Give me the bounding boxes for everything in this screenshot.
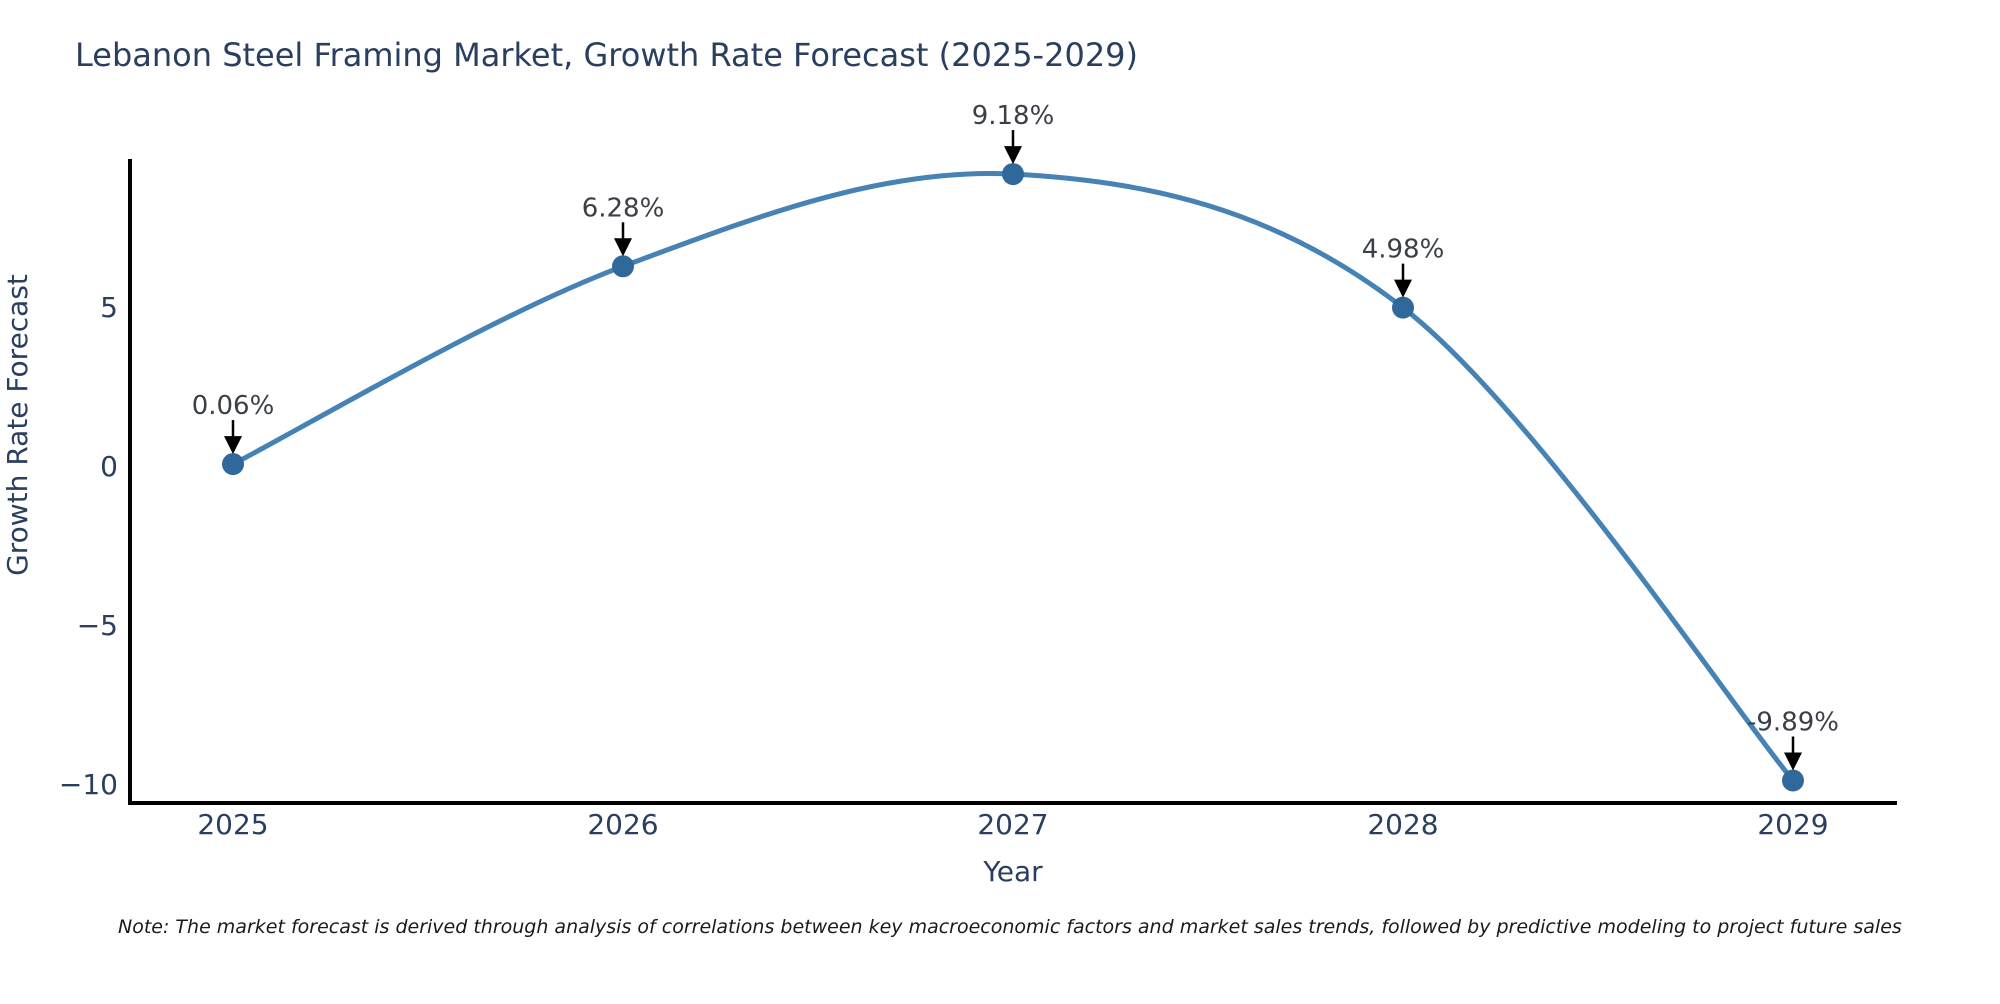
footnote: Note: The market forecast is derived thr… bbox=[118, 916, 1902, 938]
point-annotations: 0.06% 6.28% 9.18% 4.98% -9.89% bbox=[192, 101, 1839, 771]
chart-title: Lebanon Steel Framing Market, Growth Rat… bbox=[75, 36, 1138, 74]
x-axis-ticks: 2025 2026 2027 2028 2029 bbox=[197, 808, 1828, 841]
x-tick-label: 2028 bbox=[1367, 808, 1438, 841]
annotation-arrow-head bbox=[1394, 279, 1412, 298]
x-tick-label: 2025 bbox=[197, 808, 268, 841]
x-tick-label: 2029 bbox=[1757, 808, 1828, 841]
y-tick-label: 5 bbox=[100, 291, 118, 324]
annotation-arrow-head bbox=[224, 436, 242, 455]
annotation-label: 0.06% bbox=[192, 391, 275, 421]
data-point-marker[interactable] bbox=[1782, 769, 1804, 792]
annotation-arrow-head bbox=[1004, 146, 1022, 165]
forecast-spline-line bbox=[230, 170, 1796, 784]
y-axis-ticks: 5 0 −5 −10 bbox=[59, 291, 118, 801]
data-point-marker[interactable] bbox=[1002, 163, 1024, 186]
y-tick-label: 0 bbox=[100, 450, 118, 483]
x-tick-label: 2026 bbox=[587, 808, 658, 841]
x-tick-label: 2027 bbox=[977, 808, 1048, 841]
annotation-arrow-head bbox=[1784, 752, 1802, 771]
annotation-arrow-head bbox=[614, 238, 632, 257]
annotation-label: 6.28% bbox=[582, 193, 665, 223]
annotation-label: 4.98% bbox=[1362, 235, 1445, 265]
x-axis-title: Year bbox=[982, 855, 1043, 888]
y-tick-label: −5 bbox=[77, 609, 118, 642]
annotation-label: -9.89% bbox=[1747, 708, 1839, 738]
data-point-marker[interactable] bbox=[1392, 296, 1414, 319]
y-tick-label: −10 bbox=[59, 768, 118, 801]
axes bbox=[128, 159, 1897, 805]
y-axis-title: Growth Rate Forecast bbox=[1, 274, 34, 576]
line-series bbox=[222, 163, 1804, 792]
data-point-marker[interactable] bbox=[222, 453, 244, 476]
data-point-marker[interactable] bbox=[612, 255, 634, 278]
annotation-label: 9.18% bbox=[972, 101, 1055, 131]
